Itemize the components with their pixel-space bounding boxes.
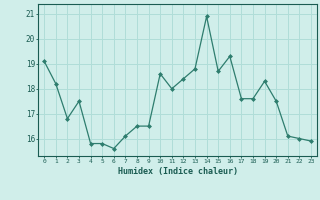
- X-axis label: Humidex (Indice chaleur): Humidex (Indice chaleur): [118, 167, 238, 176]
